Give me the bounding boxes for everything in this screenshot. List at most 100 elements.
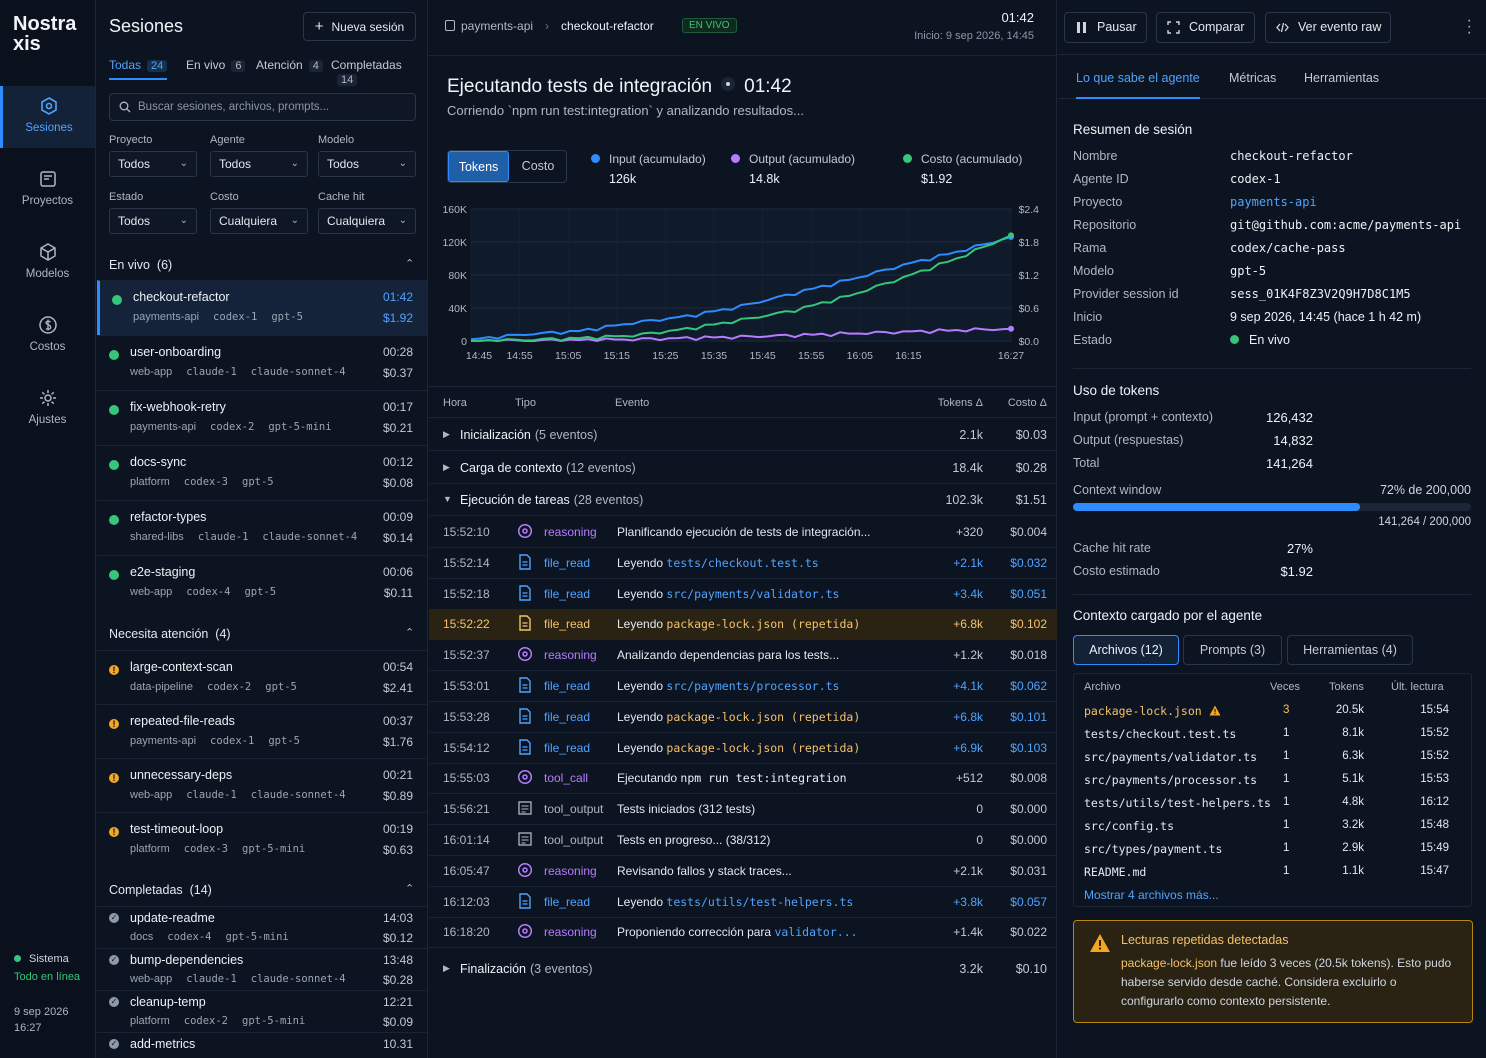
nav-item-sesiones[interactable]: Sesiones <box>0 86 95 148</box>
session-item[interactable]: e2e-staging web-app codex-4 gpt-5 00:06 $0… <box>97 555 427 610</box>
file-last-read: 15:54 <box>1420 704 1449 716</box>
event-row[interactable]: 16:18:20 reasoning Proponiendo correcció… <box>429 917 1057 949</box>
legend-dot-icon <box>731 154 740 163</box>
col-tokens[interactable]: Tokens Δ <box>937 397 983 409</box>
session-item[interactable]: ! unnecessary-deps web-app claude-1 claude… <box>97 758 427 812</box>
file-row[interactable]: tests/checkout.test.ts 1 8.1k 15:52 <box>1074 723 1471 746</box>
tab-herramientas[interactable]: Herramientas <box>1304 71 1380 85</box>
event-group[interactable]: ▶ Carga de contexto (12 eventos) 18.4k $0.28 <box>429 452 1057 484</box>
show-more-files-link[interactable]: Mostrar 4 archivos más... <box>1084 888 1219 902</box>
col-evento[interactable]: Evento <box>615 397 650 409</box>
context-title: Contexto cargado por el agente <box>1073 608 1263 623</box>
session-item[interactable]: docs-sync platform codex-3 gpt-5 00:12 $0.… <box>97 445 427 500</box>
event-row[interactable]: 16:12:03 file_read Leyendo tests/utils/t… <box>429 887 1057 918</box>
reasoning-icon <box>517 647 533 662</box>
tab-todas[interactable]: Todas 24 <box>109 58 168 80</box>
file-row[interactable]: tests/utils/test-helpers.ts 1 4.8k 16:12 <box>1074 792 1471 815</box>
filter-proyecto-select[interactable]: Todos ⌄ <box>109 151 197 177</box>
ctx-tab-prompts[interactable]: Prompts (3) <box>1183 635 1282 665</box>
session-meta: payments-api codex-1 gpt-5 <box>133 311 317 323</box>
tab-en-vivo[interactable]: En vivo 6 <box>186 58 246 78</box>
event-row[interactable]: 15:52:14 file_read Leyendo tests/checkou… <box>429 548 1057 579</box>
nav-item-ajustes[interactable]: Ajustes <box>0 378 95 440</box>
col-costo[interactable]: Costo Δ <box>1007 397 1047 409</box>
raw-event-button[interactable]: Ver evento raw <box>1265 12 1391 43</box>
ctx-tab-archivos[interactable]: Archivos (12) <box>1073 635 1179 665</box>
session-item[interactable]: ✓ cleanup-temp platform codex-2 gpt-5-mini… <box>97 990 427 1032</box>
col-veces[interactable]: Veces <box>1270 681 1300 693</box>
session-item[interactable]: ! test-timeout-loop platform codex-3 gpt-5… <box>97 812 427 866</box>
filter-costo-select[interactable]: Cualquiera ⌄ <box>210 208 308 234</box>
nav-rail: Nostra xis Sesiones Proyectos Modelos Co… <box>0 0 96 1058</box>
file-row[interactable]: src/payments/processor.ts 1 5.1k 15:53 <box>1074 769 1471 792</box>
new-session-button[interactable]: + Nueva sesión <box>303 12 416 41</box>
nav-item-modelos[interactable]: Modelos <box>0 232 95 294</box>
session-item[interactable]: ! large-context-scan data-pipeline codex-… <box>97 650 427 704</box>
col-archivo[interactable]: Archivo <box>1084 681 1121 693</box>
session-item[interactable]: ✓ update-readme docs codex-4 gpt-5-mini 14… <box>97 906 427 948</box>
session-item[interactable]: checkout-refactor payments-api codex-1 gpt… <box>97 280 427 335</box>
session-meta: web-app claude-1 claude-sonnet-4 <box>130 789 360 801</box>
filter-estado-select[interactable]: Todos ⌄ <box>109 208 197 234</box>
event-row[interactable]: 15:56:21 tool_output Tests iniciados (31… <box>429 794 1057 826</box>
event-row[interactable]: 15:52:18 file_read Leyendo src/payments/… <box>429 579 1057 610</box>
group-header-completed[interactable]: Completadas (14) ⌃ <box>109 883 414 897</box>
tab-atencion[interactable]: Atención 4 <box>256 58 323 78</box>
session-item[interactable]: ! repeated-file-reads payments-api codex-… <box>97 704 427 758</box>
tab-metricas[interactable]: Métricas <box>1229 71 1277 85</box>
session-time: 00:12 <box>382 455 413 469</box>
event-row[interactable]: 15:52:37 reasoning Analizando dependenci… <box>429 640 1057 672</box>
nav-item-proyectos[interactable]: Proyectos <box>0 159 95 221</box>
code-icon <box>1276 22 1289 33</box>
pause-button[interactable]: Pausar <box>1064 12 1147 43</box>
file-row[interactable]: src/payments/validator.ts 1 6.3k 15:52 <box>1074 746 1471 769</box>
nav-item-costos[interactable]: Costos <box>0 305 95 367</box>
col-tokens[interactable]: Tokens <box>1329 681 1364 693</box>
session-item[interactable]: user-onboarding web-app claude-1 claude-so… <box>97 335 427 390</box>
session-time: 00:54 <box>382 660 413 674</box>
event-row[interactable]: 15:53:01 file_read Leyendo src/payments/… <box>429 671 1057 702</box>
ctx-tab-herramientas[interactable]: Herramientas (4) <box>1287 635 1413 665</box>
event-row[interactable]: 15:55:03 tool_call Ejecutando npm run te… <box>429 763 1057 795</box>
file-row[interactable]: src/types/payment.ts 1 2.9k 15:49 <box>1074 838 1471 861</box>
session-name: add-metrics <box>130 1037 196 1051</box>
file-row[interactable]: src/config.ts 1 3.2k 15:48 <box>1074 815 1471 838</box>
breadcrumb-project[interactable]: payments-api <box>461 19 534 33</box>
event-group[interactable]: ▼ Ejecución de tareas (28 eventos) 102.3k $1… <box>429 484 1057 516</box>
nav-label: Proyectos <box>21 195 74 207</box>
toggle-cost[interactable]: Costo <box>521 159 555 173</box>
more-options-icon[interactable]: · · · <box>1466 12 1472 41</box>
session-search-input[interactable]: Buscar sesiones, archivos, prompts... <box>109 93 416 121</box>
event-group[interactable]: ▶ Inicialización (5 eventos) 2.1k $0.03 <box>429 419 1057 451</box>
filter-label-modelo: Modelo <box>318 134 355 146</box>
event-group[interactable]: ▶ Finalización (3 eventos) 3.2k $0.10 <box>429 953 1057 985</box>
tab-agent-knowledge[interactable]: Lo que sabe el agente <box>1076 71 1200 99</box>
session-item[interactable]: ✓ bump-dependencies web-app claude-1 claud… <box>97 948 427 990</box>
event-time: 16:01:14 <box>443 833 490 847</box>
col-hora[interactable]: Hora <box>443 397 467 409</box>
filter-cache-select[interactable]: Cualquiera ⌄ <box>318 208 416 234</box>
toggle-tokens[interactable]: Tokens <box>448 151 509 182</box>
col-tipo[interactable]: Tipo <box>515 397 536 409</box>
group-header-live[interactable]: En vivo (6) ⌃ <box>109 258 414 272</box>
event-row[interactable]: 16:01:14 tool_output Tests en progreso..… <box>429 825 1057 856</box>
compare-button[interactable]: Comparar <box>1156 12 1255 43</box>
file-row[interactable]: package-lock.json 3 20.5k 15:54 <box>1074 700 1471 723</box>
event-type: tool_call <box>544 771 589 786</box>
filter-agente-select[interactable]: Todos ⌄ <box>210 151 308 177</box>
check-icon: ✓ <box>109 913 119 923</box>
filter-modelo-select[interactable]: Todos ⌄ <box>318 151 416 177</box>
col-lectura[interactable]: Últ. lectura <box>1391 681 1444 693</box>
file-row[interactable]: README.md 1 1.1k 15:47 <box>1074 861 1471 884</box>
session-item[interactable]: fix-webhook-retry payments-api codex-2 gpt… <box>97 390 427 445</box>
event-row[interactable]: 16:05:47 reasoning Revisando fallos y st… <box>429 856 1057 887</box>
event-row[interactable]: 15:52:22 file_read Leyendo package-lock.… <box>429 609 1057 641</box>
session-model: gpt-5 <box>244 586 277 598</box>
event-row[interactable]: 15:53:28 file_read Leyendo package-lock.… <box>429 702 1057 733</box>
event-row[interactable]: 15:54:12 file_read Leyendo package-lock.… <box>429 733 1057 764</box>
group-header-attention[interactable]: Necesita atención (4) ⌃ <box>109 627 414 641</box>
tab-completadas[interactable]: Completadas 14 <box>331 58 419 92</box>
session-item[interactable]: refactor-types shared-libs claude-1 claude… <box>97 500 427 555</box>
event-row[interactable]: 15:52:10 reasoning Planificando ejecució… <box>429 517 1057 548</box>
